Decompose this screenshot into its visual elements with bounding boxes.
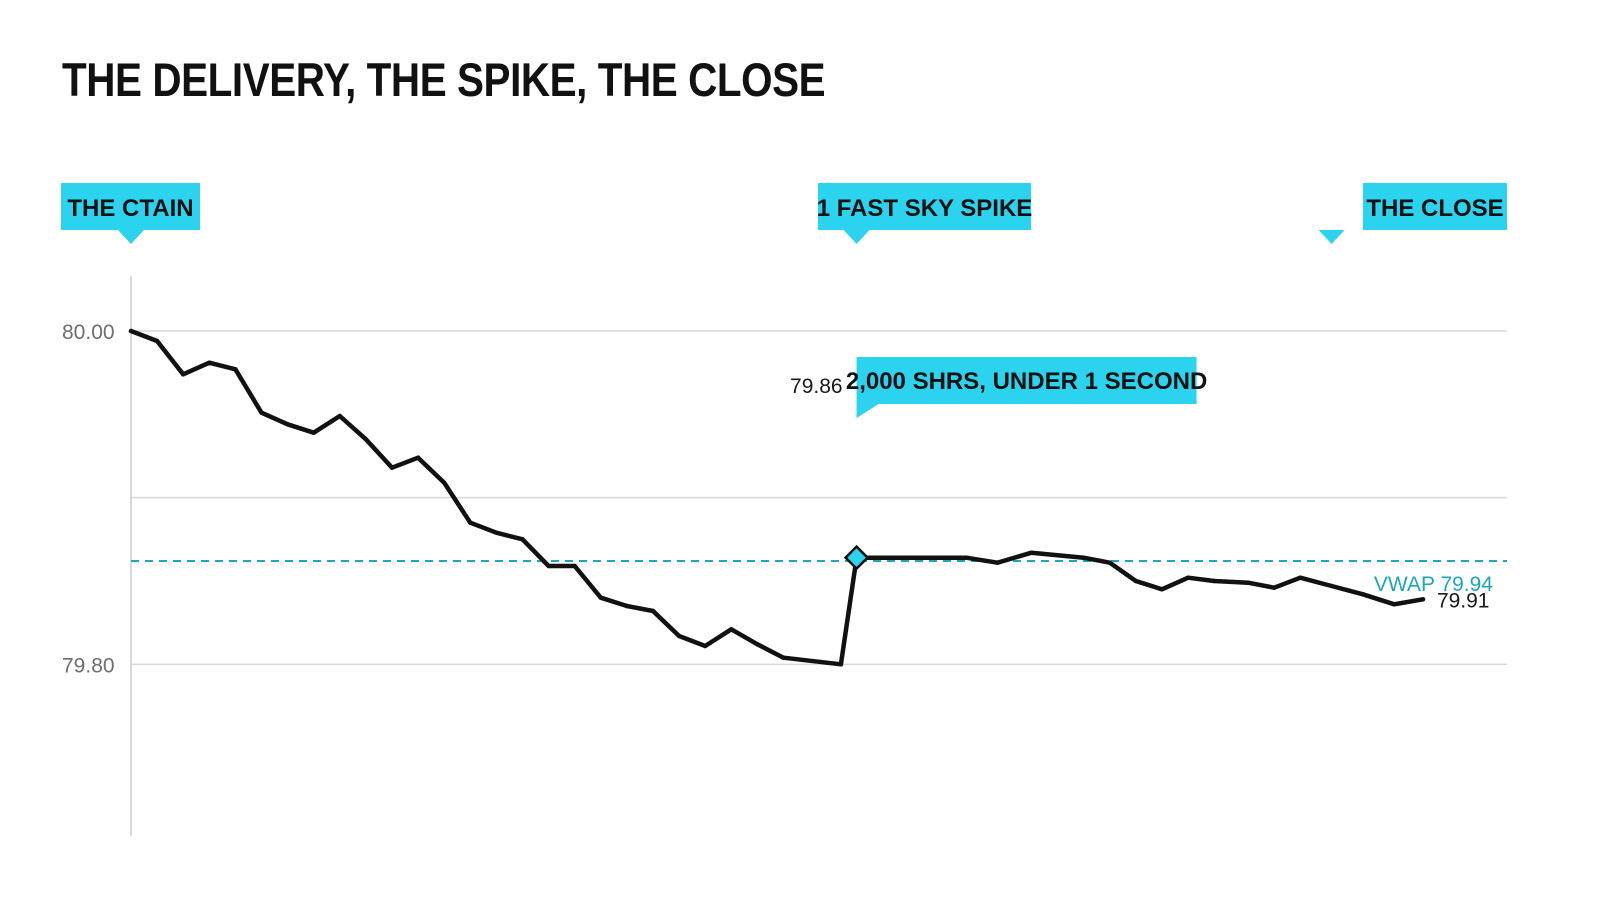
data-point [494, 530, 499, 535]
data-point [389, 465, 395, 470]
data-point [154, 338, 160, 344]
data-point [624, 603, 630, 609]
top-callout-box [818, 183, 1031, 230]
close-value-label: 79.91 [1437, 589, 1490, 612]
top-callout-box [61, 183, 200, 230]
data-point [1029, 550, 1034, 555]
data-point [337, 413, 342, 419]
top-callout-label: THE CTAIN [67, 195, 193, 222]
spike-callout-box [856, 357, 1197, 418]
data-point [1392, 602, 1397, 607]
data-point [598, 595, 603, 600]
top-callout-label: THE CLOSE [1366, 195, 1503, 222]
data-point [415, 455, 421, 460]
spike-marker [843, 544, 870, 571]
data-point [703, 643, 708, 649]
top-callout-pointer [843, 230, 870, 244]
chart-title: THE DELIVERY, THE SPIKE, THE CLOSE [62, 53, 826, 106]
data-point [128, 328, 134, 334]
y-tick-label: 80.00 [62, 321, 115, 344]
data-point [964, 555, 969, 560]
data-point [1133, 578, 1139, 584]
data-point [1211, 578, 1217, 584]
top-callout-pointer [1318, 230, 1345, 244]
vwap-label: VWAP 79.94 [1374, 573, 1493, 596]
data-point [1185, 575, 1191, 580]
data-point [838, 662, 844, 667]
data-point [676, 633, 682, 639]
data-point [755, 642, 760, 647]
data-point [572, 563, 577, 569]
top-callout-pointer [118, 230, 144, 244]
data-point [1298, 575, 1303, 580]
data-point [207, 360, 212, 365]
data-point [1271, 585, 1277, 590]
data-point [546, 563, 551, 569]
price-line-layer [128, 328, 1426, 667]
spike-callout-label: 2,000 SHRS, UNDER 1 SECOND [846, 368, 1207, 395]
data-point [1329, 583, 1334, 589]
y-tick-label: 79.80 [62, 654, 115, 677]
data-point [1420, 597, 1426, 602]
spike-value-label: 79.86 [790, 375, 843, 398]
data-point [995, 560, 1000, 565]
data-point [911, 555, 917, 560]
top-callout-box [1363, 183, 1507, 230]
data-point [1159, 587, 1165, 592]
data-point [181, 372, 186, 377]
data-point [781, 655, 786, 660]
data-point [468, 520, 473, 525]
data-point [233, 367, 238, 372]
data-point [520, 537, 525, 542]
data-point [363, 437, 369, 442]
data-point [311, 430, 316, 435]
data-point [1081, 555, 1086, 560]
data-point [729, 627, 734, 632]
grid-layer [130, 276, 1507, 836]
data-point [285, 422, 290, 427]
label-layer: 80.00 79.80 [62, 321, 115, 677]
vwap-layer: VWAP 79.94 [131, 560, 1507, 596]
top-callout-label: 1 FAST SKY SPIKE [817, 195, 1033, 222]
data-point [1360, 592, 1366, 597]
data-point [259, 410, 264, 415]
data-point [442, 480, 447, 485]
data-point [1107, 560, 1112, 565]
data-point [1245, 580, 1251, 585]
data-point [650, 608, 656, 614]
